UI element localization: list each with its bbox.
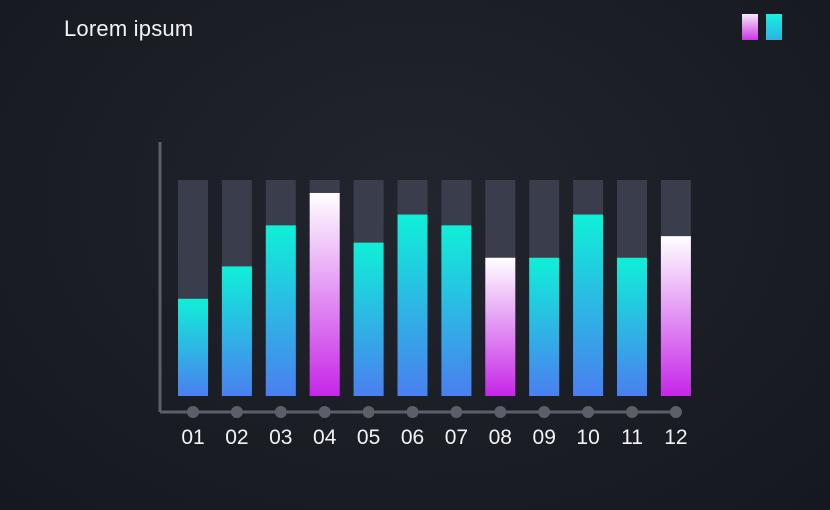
tick-label: 06 xyxy=(401,426,424,449)
bar-10 xyxy=(573,214,604,396)
tick-dot xyxy=(494,406,507,418)
tick-dot xyxy=(406,406,419,418)
legend xyxy=(742,14,782,40)
tick-label: 08 xyxy=(489,426,512,449)
tick-label: 01 xyxy=(181,426,204,449)
tick-label: 09 xyxy=(533,426,556,449)
tick-dot xyxy=(274,406,287,418)
bar-05 xyxy=(353,242,384,396)
bar-09 xyxy=(529,257,560,396)
tick-dot xyxy=(450,406,463,418)
tick-label: 04 xyxy=(313,426,337,449)
tick-dot xyxy=(582,406,595,418)
bar-06 xyxy=(397,214,428,396)
tick-dot xyxy=(318,406,331,418)
tick-label: 10 xyxy=(576,426,599,449)
tick-label: 11 xyxy=(621,426,643,449)
bar-07 xyxy=(441,225,472,396)
tick-dot xyxy=(538,406,551,418)
legend-swatch-teal xyxy=(766,14,782,40)
tick-label: 05 xyxy=(357,426,380,449)
bar-04 xyxy=(309,192,340,396)
tick-label: 03 xyxy=(269,426,292,449)
tick-label: 07 xyxy=(445,426,468,449)
bar-11 xyxy=(617,257,647,396)
bar-01 xyxy=(178,298,208,396)
tick-label: 02 xyxy=(225,426,248,449)
tick-dot xyxy=(230,406,243,418)
page-title: Lorem ipsum xyxy=(64,16,194,41)
bar-03 xyxy=(265,225,296,396)
bar-08 xyxy=(485,257,516,396)
tick-dot xyxy=(626,406,638,418)
legend-swatch-pink xyxy=(742,14,758,40)
tick-label: 12 xyxy=(664,426,687,449)
tick-dot xyxy=(669,406,682,418)
bar-12 xyxy=(660,236,691,396)
tick-dot xyxy=(187,406,199,418)
bar-02 xyxy=(221,266,252,396)
tick-dot xyxy=(362,406,375,418)
